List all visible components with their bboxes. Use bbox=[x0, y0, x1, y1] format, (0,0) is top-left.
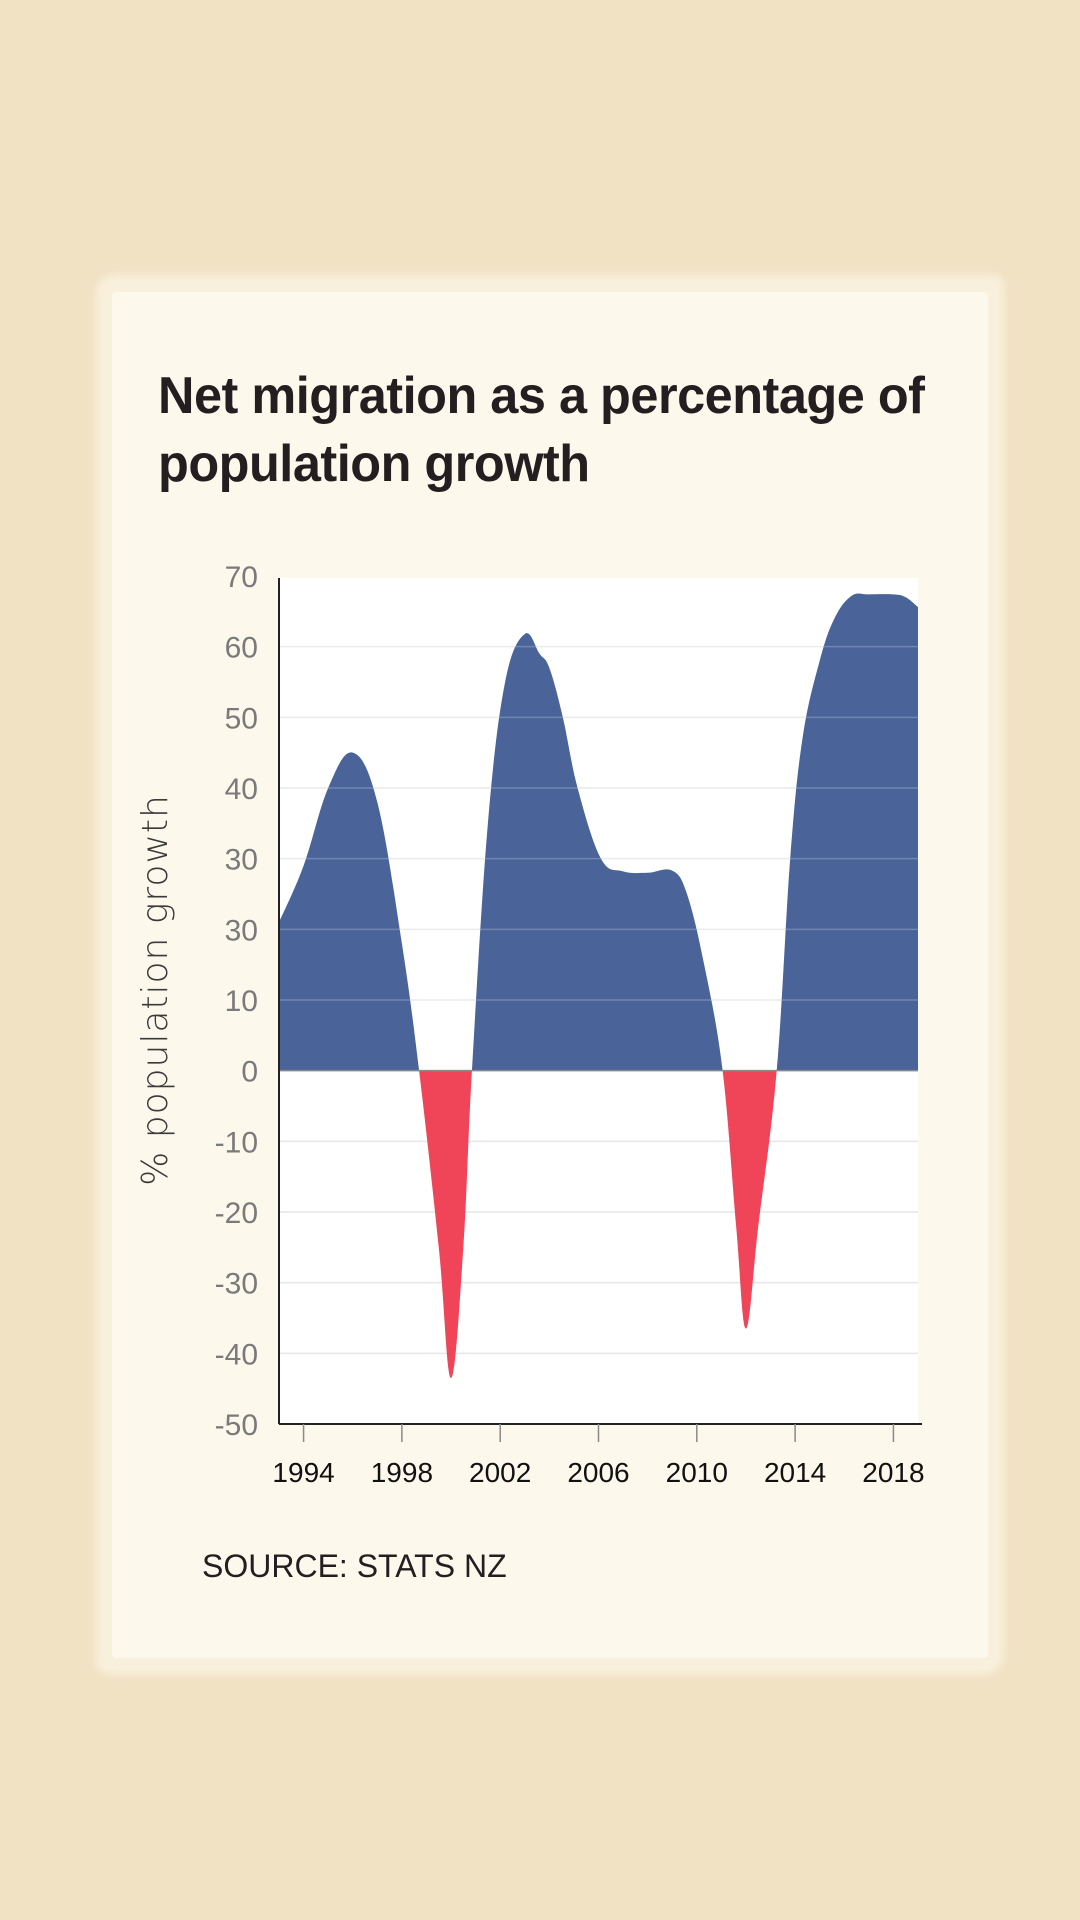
x-tick-label: 1994 bbox=[272, 1457, 334, 1488]
y-tick-labels: 70 60 50 40 30 30 10 0 -10 -20 -30 -40 -50 bbox=[215, 561, 258, 1442]
y-tick-label: -10 bbox=[215, 1126, 258, 1159]
y-tick-label: 30 bbox=[225, 844, 258, 877]
y-tick-label: -20 bbox=[215, 1197, 258, 1230]
y-tick-label: 30 bbox=[225, 914, 258, 947]
x-tick-label: 2002 bbox=[469, 1457, 531, 1488]
positive-area bbox=[279, 593, 918, 1071]
x-tick-label: 2010 bbox=[666, 1457, 728, 1488]
y-tick-label: 70 bbox=[225, 561, 258, 594]
y-tick-label: 50 bbox=[225, 702, 258, 735]
y-tick-label: 40 bbox=[225, 773, 258, 806]
source-note: SOURCE: STATS NZ bbox=[202, 1548, 507, 1584]
chart-title: Net migration as a percentage of populat… bbox=[158, 367, 925, 493]
x-tick-label: 2006 bbox=[567, 1457, 629, 1488]
y-tick-label: -30 bbox=[215, 1268, 258, 1301]
x-tick-label: 1998 bbox=[371, 1457, 433, 1488]
y-tick-label: 0 bbox=[241, 1056, 258, 1089]
x-tick-label: 2014 bbox=[764, 1457, 826, 1488]
y-tick-label: 60 bbox=[225, 632, 258, 665]
y-tick-label: 10 bbox=[225, 985, 258, 1018]
negative-area bbox=[279, 1070, 918, 1379]
y-tick-label: -50 bbox=[215, 1409, 258, 1442]
x-tick-label: 2018 bbox=[862, 1457, 924, 1488]
y-tick-label: -40 bbox=[215, 1338, 258, 1371]
x-ticks: 1994 1998 2002 2006 2010 2014 2018 bbox=[272, 1424, 925, 1488]
